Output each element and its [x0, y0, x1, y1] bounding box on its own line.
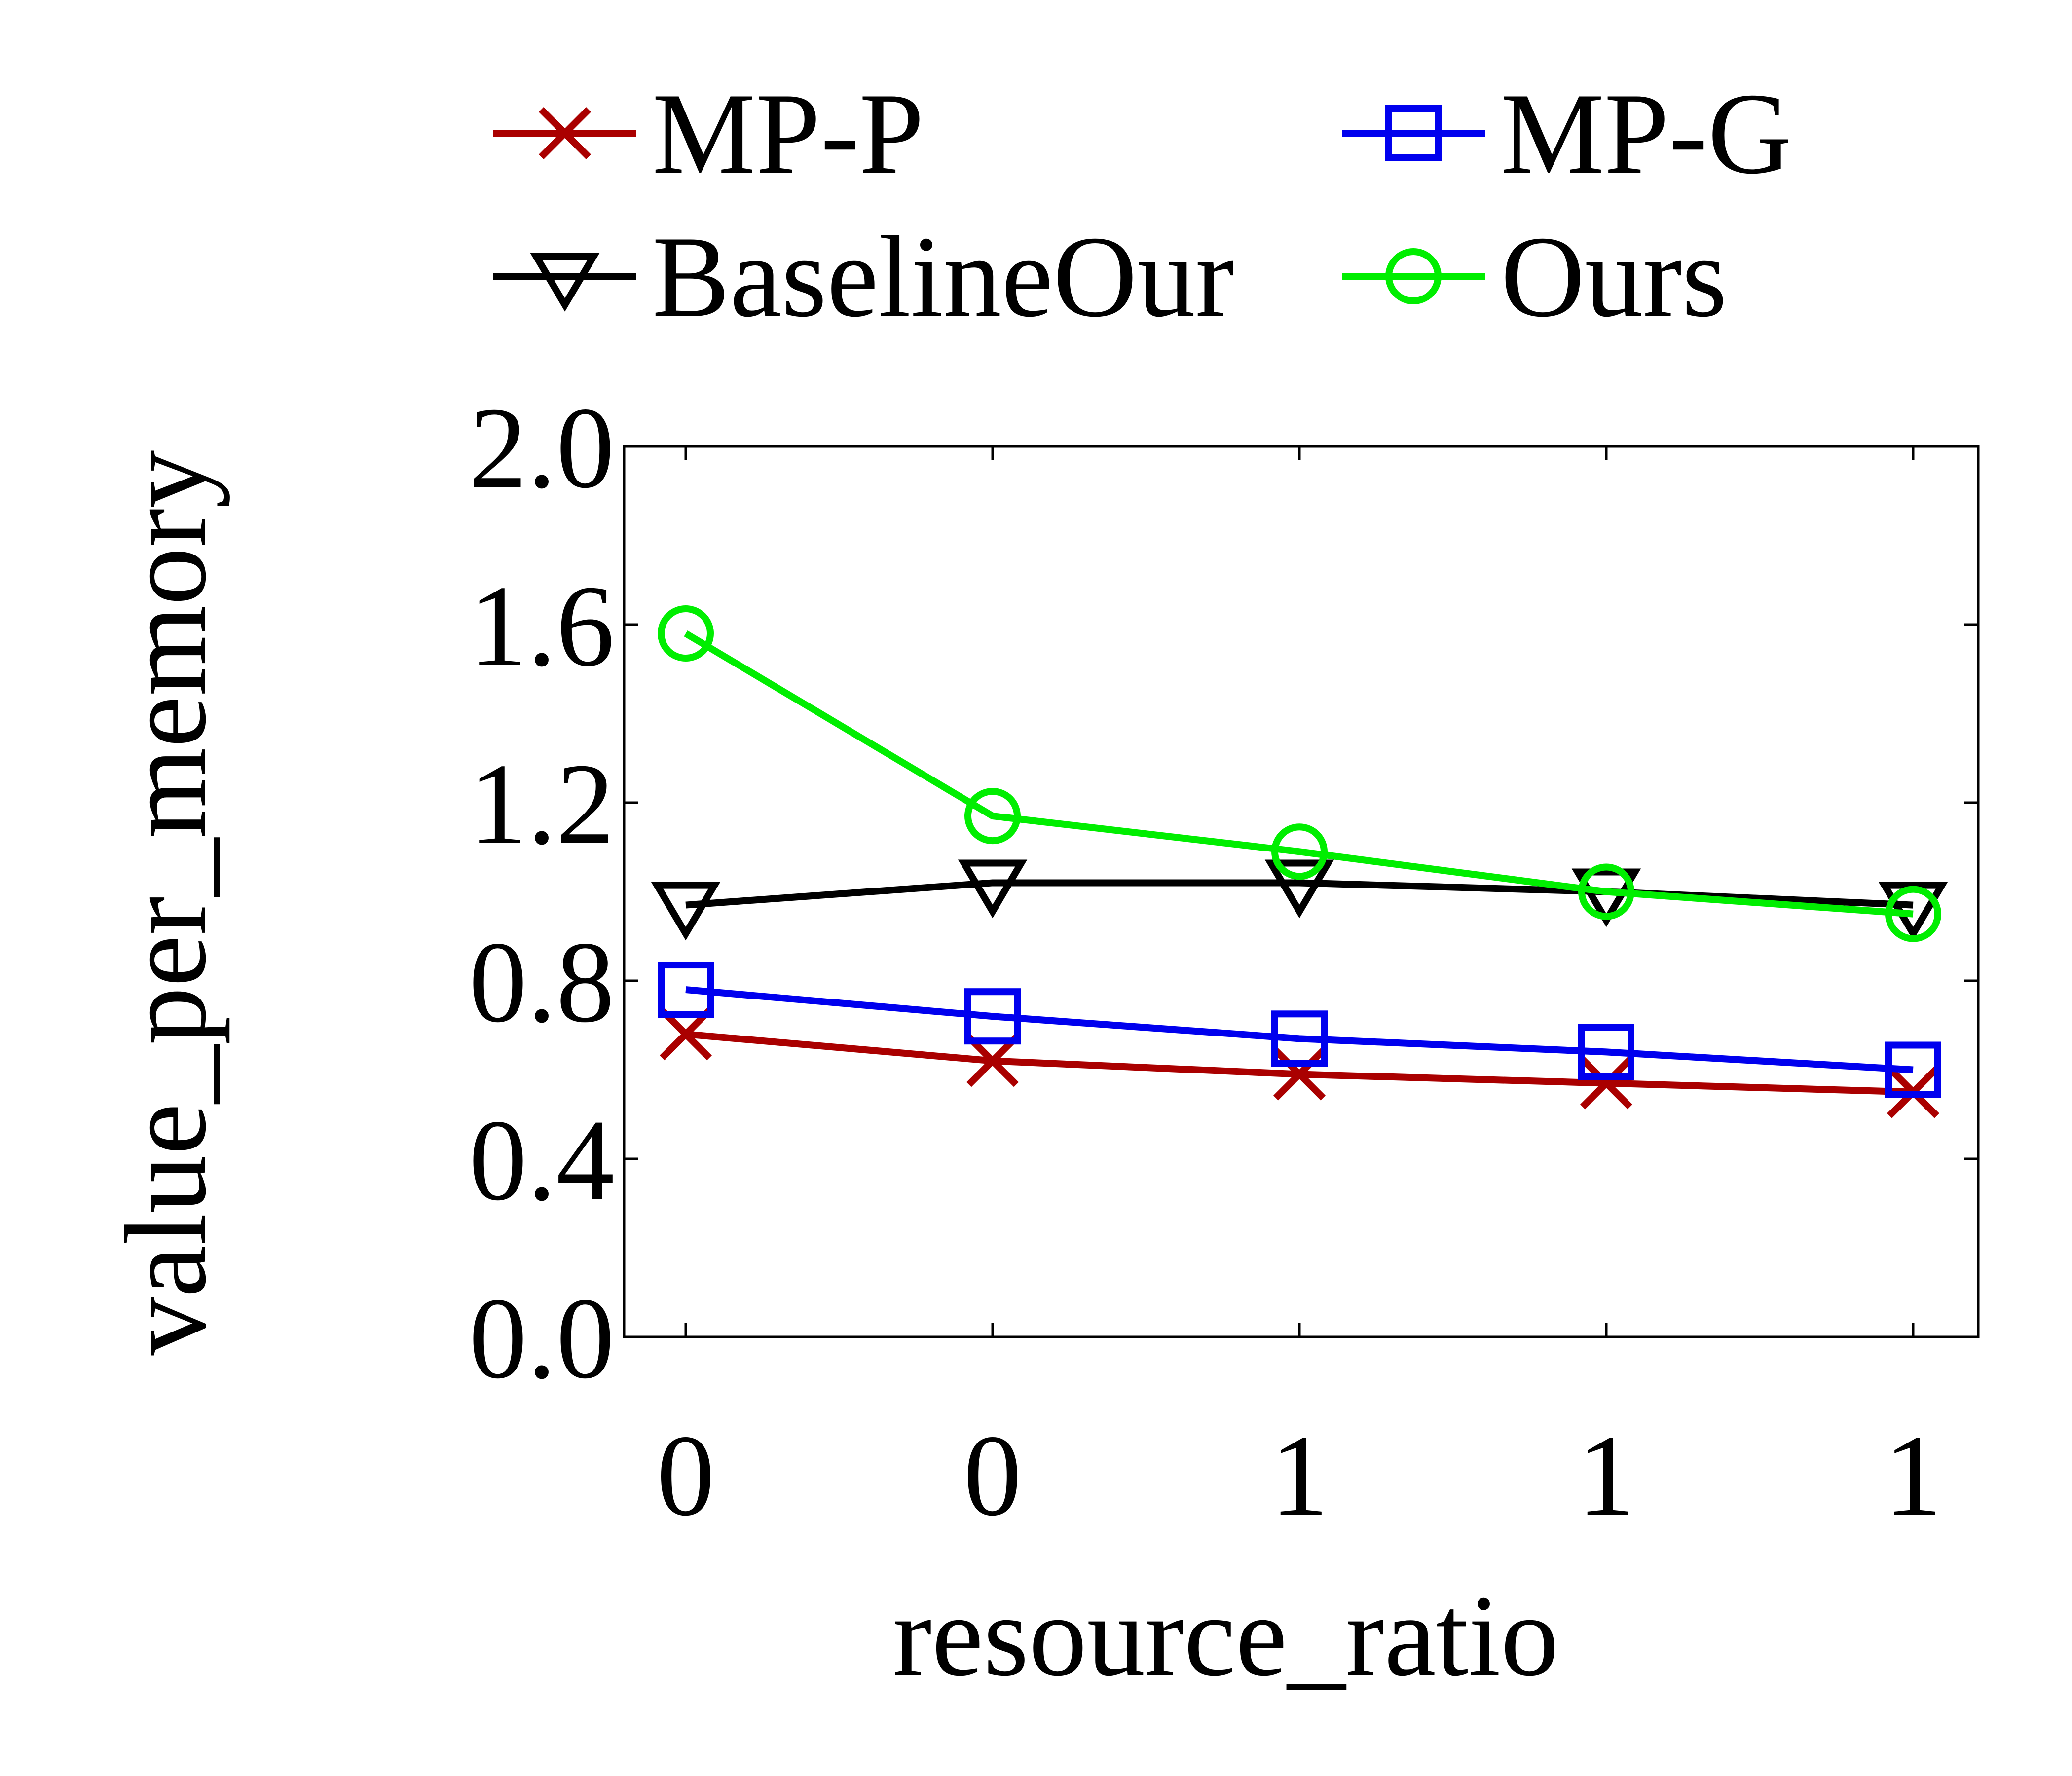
legend-marker-baselineour	[530, 253, 600, 312]
series-line-mp-g	[685, 986, 1914, 1073]
data-point-ours	[1578, 863, 1634, 920]
y-tick-label: 0.0	[469, 1274, 615, 1403]
series-mp-p	[660, 1008, 1939, 1118]
y-axis: 0.0 0.4 0.8 1.2 1.6 2.0	[469, 384, 1978, 1403]
x-axis-title: resource_ratio	[893, 1572, 1559, 1701]
y-tick-label: 2.0	[469, 384, 615, 513]
legend-label-mp-p: MP-P	[652, 70, 924, 198]
legend: MP-P MP-G BaselineOur Ours	[493, 70, 1792, 341]
data-point-mp-g	[1885, 1041, 1941, 1098]
legend-marker-mp-g	[1385, 105, 1442, 161]
data-point-mp-p	[660, 1008, 712, 1061]
data-point-mp-g	[1578, 1024, 1634, 1080]
legend-label-baselineour: BaselineOur	[652, 213, 1234, 341]
data-point-baselineour	[651, 882, 721, 941]
y-tick-label: 0.4	[469, 1096, 615, 1225]
x-tick-label: 1	[1270, 1411, 1329, 1540]
data-point-mp-p	[966, 1035, 1019, 1087]
legend-label-mp-g: MP-G	[1501, 70, 1792, 198]
data-point-mp-p	[1273, 1048, 1326, 1101]
series-mp-g	[658, 962, 1941, 1098]
legend-marker-mp-p	[539, 107, 591, 159]
data-point-baselineour	[1264, 859, 1334, 919]
data-point-ours	[1271, 823, 1328, 880]
series-layer	[651, 605, 1948, 1118]
legend-entry-ours: Ours	[1342, 213, 1727, 341]
data-point-mp-g	[964, 988, 1021, 1045]
y-tick-label: 1.6	[469, 562, 615, 691]
y-tick-label: 1.2	[469, 740, 615, 869]
data-point-mp-p	[1580, 1057, 1632, 1110]
x-tick-label: 1	[1884, 1411, 1942, 1540]
x-tick-label: 0	[963, 1411, 1022, 1540]
x-axis: 0 0 1 1 1	[657, 446, 1942, 1540]
legend-marker-ours	[1385, 248, 1442, 304]
y-tick-label: 0.8	[469, 918, 615, 1047]
plot-area	[623, 445, 1980, 1338]
data-point-mp-g	[658, 962, 714, 1018]
legend-label-ours: Ours	[1501, 213, 1727, 341]
data-point-ours	[658, 605, 714, 662]
legend-entry-mp-g: MP-G	[1342, 70, 1792, 198]
x-tick-label: 0	[657, 1411, 715, 1540]
series-line-ours	[684, 630, 1914, 918]
data-point-mp-g	[1271, 1010, 1328, 1067]
data-point-baselineour	[958, 859, 1028, 919]
data-point-ours	[964, 788, 1021, 845]
y-axis-title: value_per_memory	[102, 450, 230, 1356]
data-point-ours	[1885, 886, 1941, 942]
series-ours	[658, 605, 1941, 942]
legend-entry-baselineour: BaselineOur	[493, 213, 1234, 341]
x-tick-label: 1	[1577, 1411, 1635, 1540]
legend-entry-mp-p: MP-P	[493, 70, 924, 198]
